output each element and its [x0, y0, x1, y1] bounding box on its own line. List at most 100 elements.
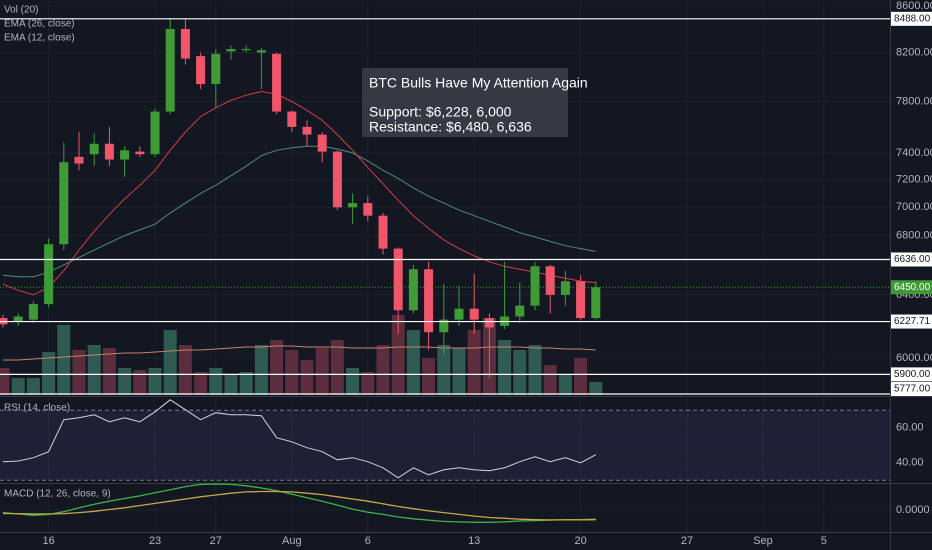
volume-bar — [513, 350, 527, 395]
x-tick-label: 13 — [468, 535, 480, 547]
candle-body — [515, 305, 525, 317]
volume-bar — [300, 360, 314, 395]
volume-bar — [148, 368, 162, 395]
volume-bar — [42, 352, 56, 395]
volume-bar — [11, 378, 25, 395]
candle-body — [484, 318, 494, 328]
candle-body — [74, 156, 84, 164]
candle-body — [120, 150, 130, 160]
volume-bar — [26, 378, 40, 395]
level-label-box — [891, 367, 932, 382]
candle-body — [135, 151, 145, 155]
x-tick-label: 27 — [210, 535, 222, 547]
y-tick-label: 40.00 — [896, 457, 924, 469]
volume-ma-line — [3, 345, 596, 361]
volume-bar — [270, 340, 284, 395]
x-tick-label: 16 — [42, 535, 54, 547]
candle-body — [13, 316, 23, 322]
candle-body — [469, 308, 479, 320]
volume-bar — [0, 368, 10, 395]
volume-bar — [574, 358, 588, 395]
volume-bar — [589, 382, 603, 395]
candle-body — [256, 50, 266, 53]
ema-line — [2, 90, 596, 296]
y-tick-label: 7200.00 — [896, 174, 932, 186]
x-tick-label: 20 — [574, 535, 586, 547]
candle-body — [408, 269, 418, 311]
candle-body — [89, 143, 99, 155]
x-tick-label: 27 — [681, 535, 693, 547]
level-label: 5777.00 — [894, 384, 931, 395]
candle-body — [348, 203, 358, 208]
volume-bar — [194, 372, 208, 395]
annotation-line: Resistance: $6,480, 6,636 — [369, 119, 532, 135]
legend-entry: Vol (20) — [4, 5, 38, 16]
volume-bar — [315, 348, 329, 395]
indicator-line — [2, 490, 596, 521]
candle-body — [454, 308, 464, 320]
x-tick-label: Sep — [753, 535, 773, 547]
candle-body — [28, 304, 38, 320]
volume-bar — [285, 350, 299, 395]
x-tick-label: 23 — [149, 535, 161, 547]
last-price-label: 6450.00 — [894, 282, 931, 293]
y-tick-label: 0.0000 — [896, 504, 930, 516]
annotation-line: Support: $6,228, 6,000 — [369, 104, 512, 120]
level-label-box — [891, 11, 932, 26]
volume-bar — [330, 340, 344, 395]
y-tick-label: 6800.00 — [896, 230, 932, 242]
candle-body — [560, 281, 570, 295]
pane-title: RSI (14, close) — [4, 403, 70, 414]
indicator-line — [2, 483, 596, 523]
volume-bar — [133, 370, 147, 395]
candle-body — [393, 248, 403, 311]
indicator-line — [2, 399, 597, 479]
volume-bar — [178, 345, 192, 395]
volume-bar — [57, 325, 71, 395]
candle-body — [44, 244, 54, 305]
volume-bar — [543, 365, 557, 395]
last-price-box — [891, 280, 932, 295]
candle-body — [211, 53, 221, 85]
volume-bar — [528, 345, 542, 395]
y-tick-label: 8200.00 — [896, 46, 932, 58]
candle-body — [591, 287, 601, 319]
candle-body — [59, 162, 69, 245]
y-tick-label: 60.00 — [896, 422, 924, 434]
volume-bar — [406, 330, 420, 395]
candle-body — [530, 266, 540, 306]
candle-body — [226, 49, 236, 52]
volume-bar — [239, 372, 253, 395]
candle-body — [196, 56, 206, 85]
candle-body — [287, 111, 297, 127]
candle-body — [317, 134, 327, 152]
volume-bar — [346, 368, 360, 395]
annotation-title: BTC Bulls Have My Attention Again — [369, 75, 588, 91]
annotation-box — [362, 68, 568, 137]
x-tick-label: Aug — [282, 535, 302, 547]
level-label: 8488.00 — [894, 13, 931, 24]
volume-bar — [209, 368, 223, 395]
volume-bar — [422, 358, 436, 395]
volume-bar — [467, 330, 481, 395]
candle-body — [180, 29, 190, 59]
y-tick-label: 8600.00 — [896, 0, 932, 12]
candle-body — [424, 269, 434, 333]
y-tick-label: 7000.00 — [896, 201, 932, 213]
candle-body — [302, 126, 312, 135]
level-label-box — [891, 252, 932, 267]
candle-body — [104, 143, 114, 160]
ema-line — [2, 145, 596, 278]
level-label-box — [891, 314, 932, 329]
volume-bar — [437, 345, 451, 395]
volume-bar — [376, 345, 390, 395]
volume-bar — [498, 340, 512, 395]
candle-body — [165, 29, 175, 112]
volume-bar — [87, 345, 101, 395]
candle-body — [150, 111, 160, 155]
y-tick-label: 6000.00 — [896, 352, 932, 364]
volume-bar — [224, 375, 238, 395]
candle-body — [439, 319, 449, 333]
volume-bar — [361, 372, 375, 395]
